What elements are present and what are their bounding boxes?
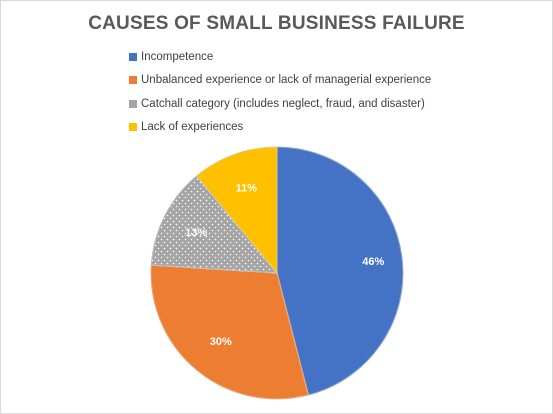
data-label-incompetence: 46% — [362, 256, 384, 268]
data-label-lack-of-experiences: 11% — [236, 183, 258, 195]
data-label-unbalanced-experience: 30% — [210, 336, 232, 348]
data-label-catchall: 13% — [185, 227, 207, 239]
